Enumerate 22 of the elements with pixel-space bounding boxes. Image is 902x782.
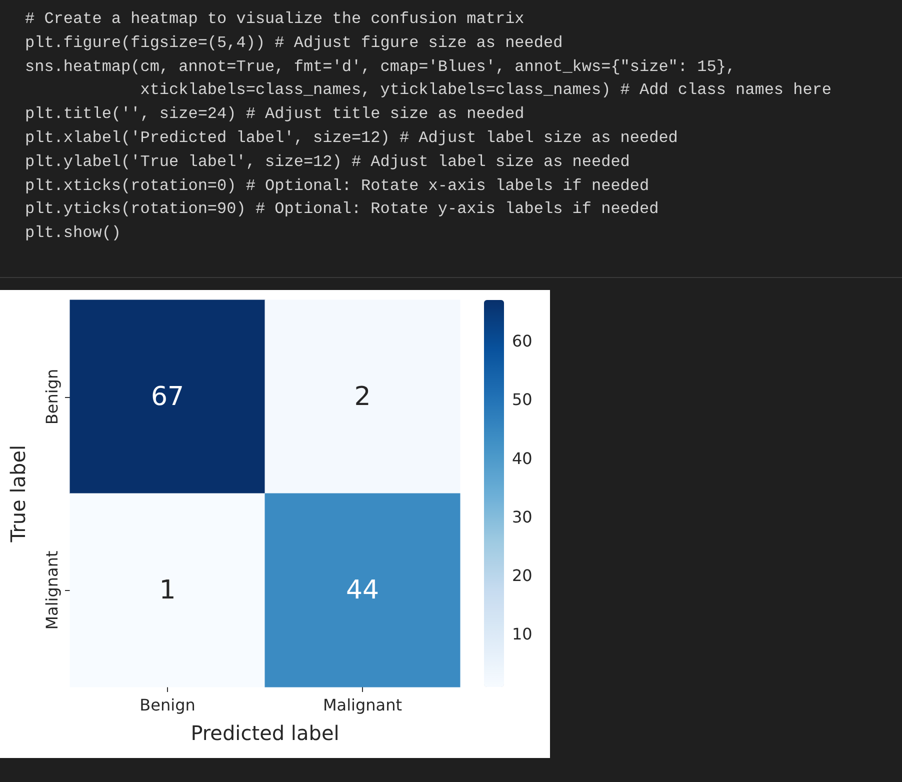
color-bar-label: 10 xyxy=(512,624,532,644)
data-label: 44 xyxy=(346,575,380,606)
text: plt.xlabel('Predicted label', size=12) # Adjust label size as needed xyxy=(25,128,679,149)
color-bar-label: 30 xyxy=(512,507,532,526)
color-bar-label: 50 xyxy=(512,390,532,410)
data-label: 67 xyxy=(150,382,184,412)
text: plt.yticks(rotation=90) # Optional: Rotate y-axis labels if needed xyxy=(25,199,660,220)
text: sns.heatmap(cm, annot=True, fmt='d', cmap='Blues', annot_kws={"size": 15}, xyxy=(25,56,737,78)
color-bar-label: 60 xyxy=(512,332,532,351)
text: plt.xticks(rotation=0) # Optional: Rotate x-axis labels if needed xyxy=(25,176,650,197)
text: plt.show() xyxy=(25,223,122,244)
color-bar-label: 20 xyxy=(512,566,532,586)
data-label: 1 xyxy=(159,575,176,606)
text: xticklabels=class_names, yticklabels=class_names) # Add class names here xyxy=(139,80,832,102)
data-label: 2 xyxy=(354,382,371,412)
color-bar-label: 40 xyxy=(512,448,532,468)
text: plt.title('', size=24) # Adjust title size as needed xyxy=(25,104,526,126)
y-axis-title: True label xyxy=(6,444,30,544)
text: plt.figure(figsize=(5,4)) # Adjust figure size as needed xyxy=(25,32,564,54)
text: plt.ylabel('True label', size=12) # Adjust label size as needed xyxy=(25,152,631,173)
x-axis-title: Predicted label xyxy=(190,721,340,745)
text: # Create a heatmap to visualize the confusion matrix xyxy=(25,9,526,30)
